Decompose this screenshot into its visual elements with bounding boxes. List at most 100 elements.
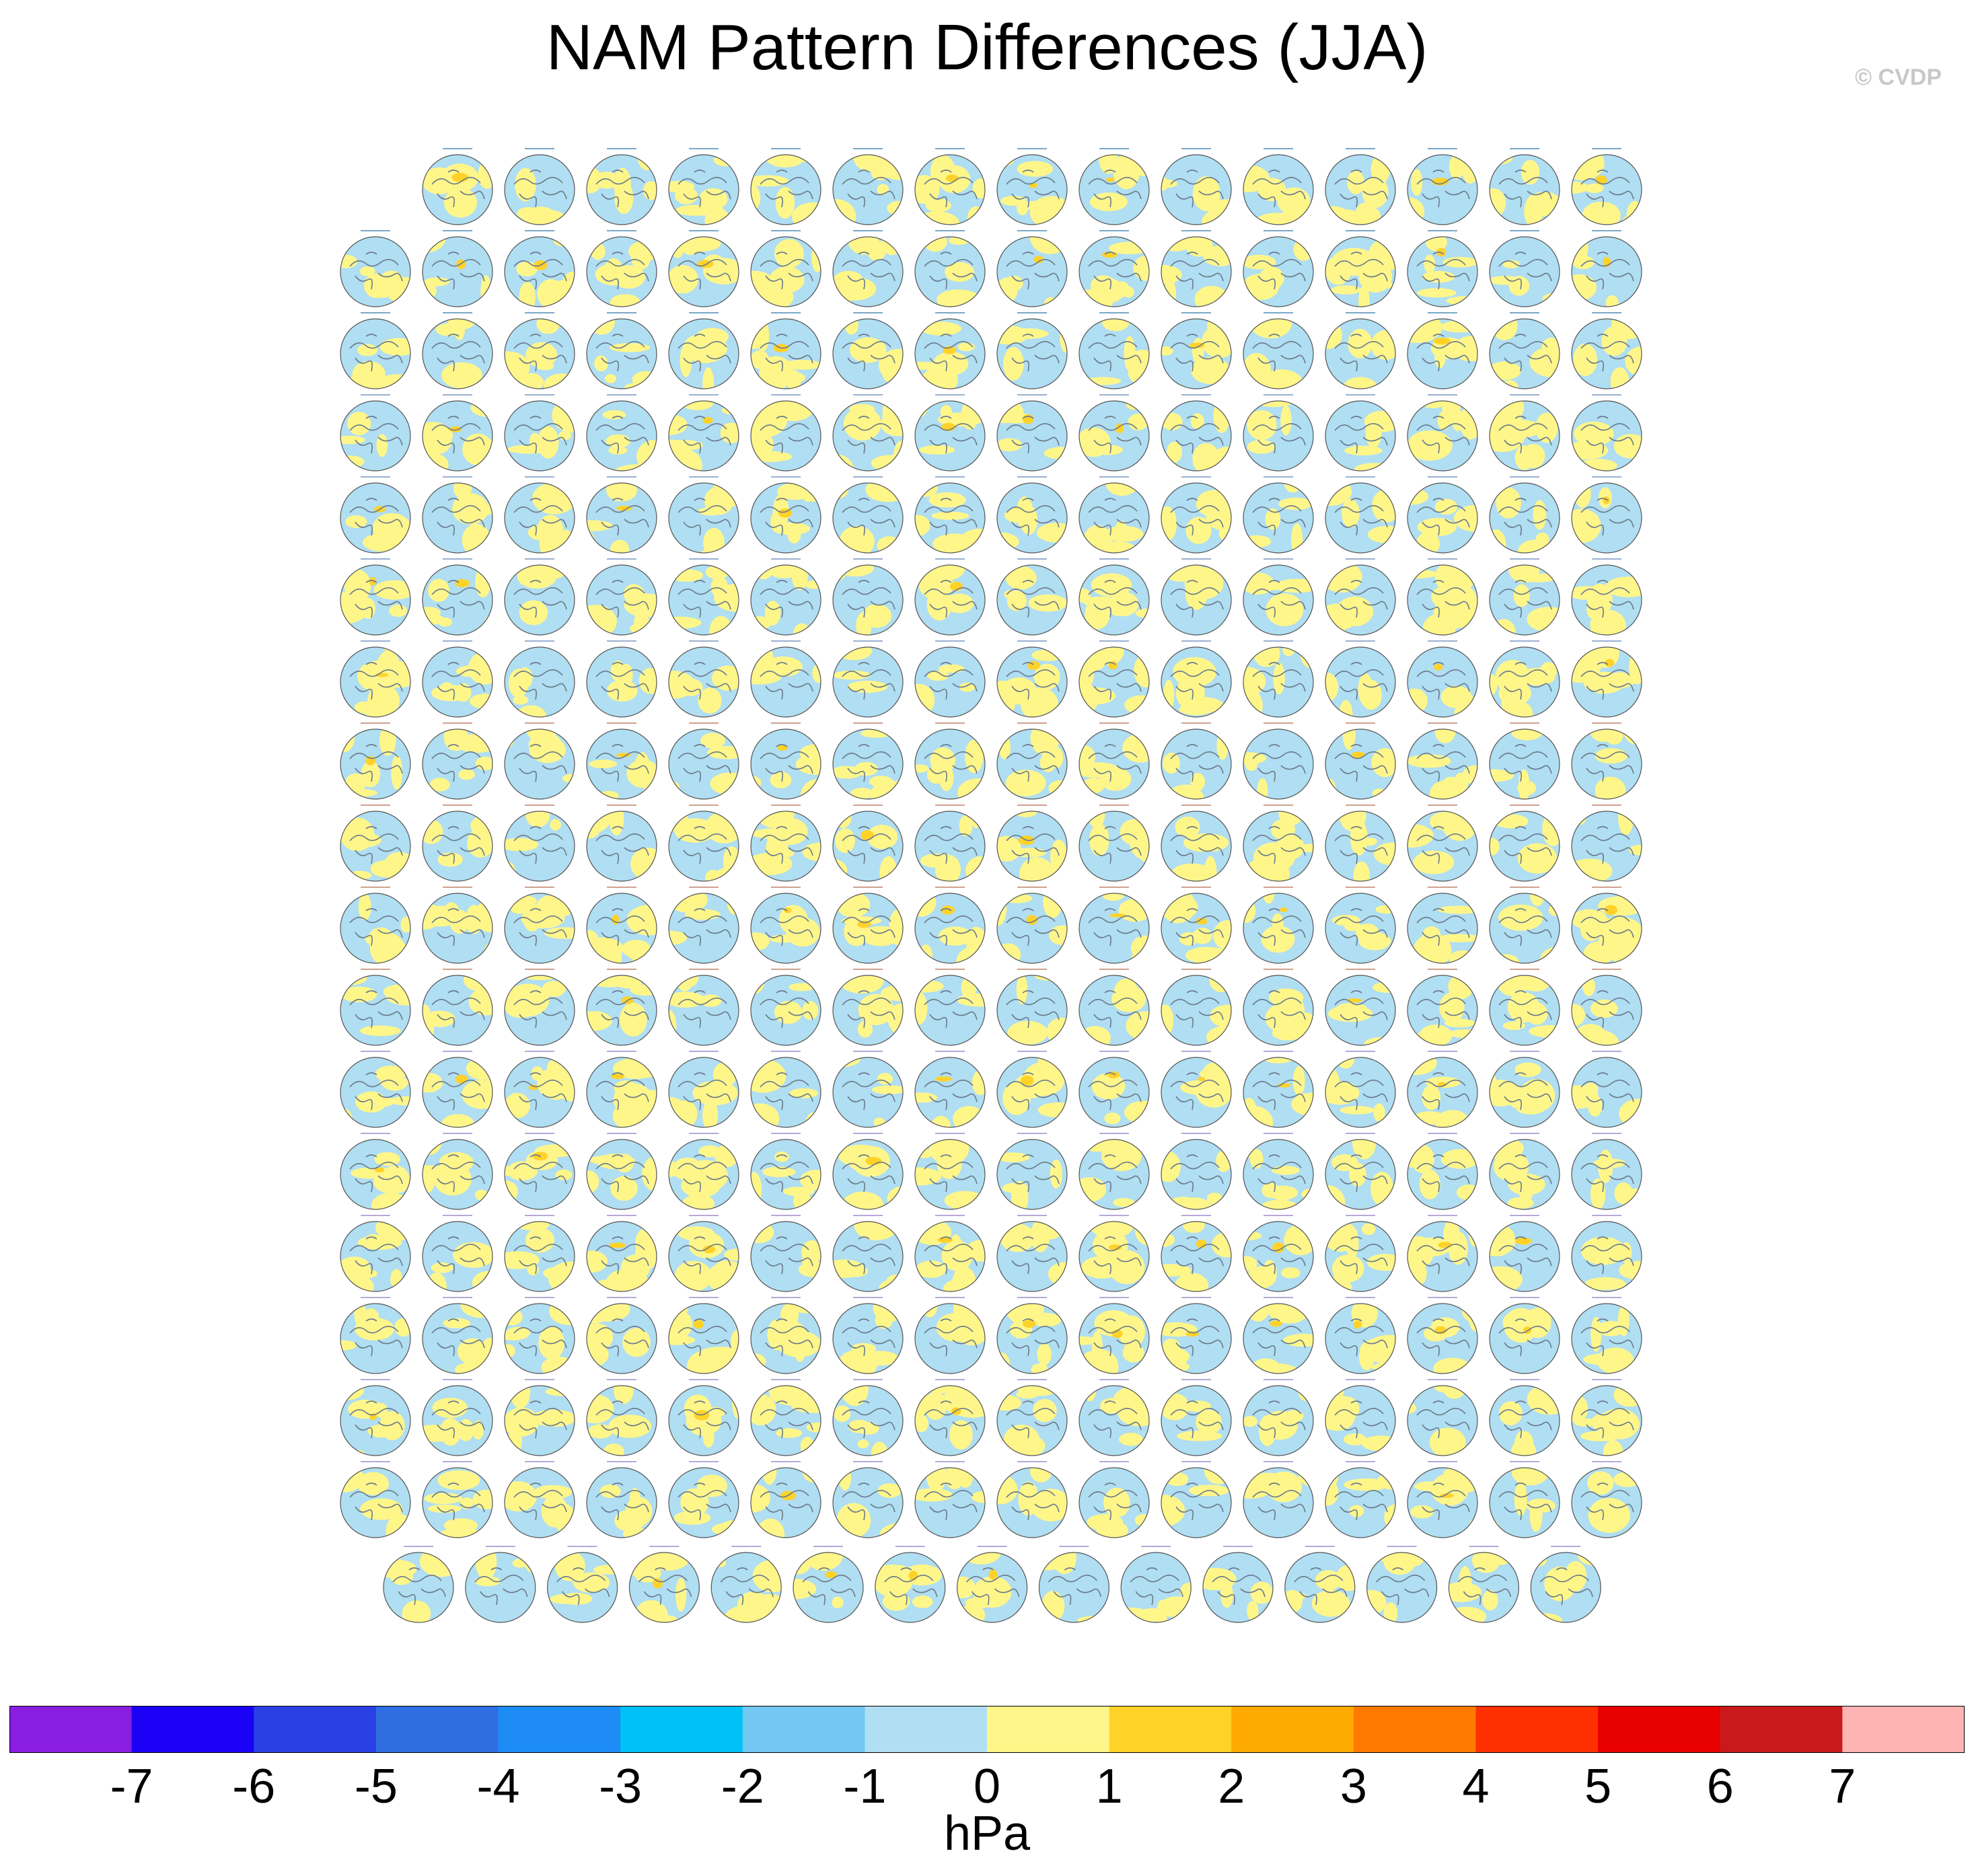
map-panel-border (1407, 1385, 1478, 1456)
map-coastline (638, 1567, 692, 1606)
map-anomaly-strong (1198, 1077, 1206, 1082)
map-anomaly-positive (1007, 591, 1027, 611)
map-anomaly-positive (1165, 895, 1198, 919)
map-panel (1161, 558, 1232, 636)
map-panel-border (668, 482, 739, 554)
map-anomaly-positive (1121, 1607, 1152, 1622)
map-anomaly-positive (1529, 1499, 1543, 1532)
map-panel-caption (525, 1297, 554, 1298)
map-anomaly-positive (623, 584, 645, 604)
map-panel (1489, 148, 1560, 225)
map-panel (914, 722, 986, 800)
map-panel (1161, 312, 1232, 389)
map-panel-caption (1264, 558, 1293, 560)
map-anomaly-positive (1598, 896, 1642, 916)
map-panel (1571, 1133, 1642, 1210)
map-coastline (760, 826, 813, 864)
map-panel-border (422, 1303, 493, 1374)
map-anomaly-positive (1191, 357, 1231, 384)
map-panel-caption (1346, 476, 1375, 478)
map-coastline (1416, 498, 1470, 536)
map-panel-border (1325, 1303, 1396, 1374)
map-anomaly-positive (1124, 1100, 1149, 1124)
map-panel-border (586, 154, 657, 225)
map-panel-border (422, 564, 493, 636)
map-panel (422, 148, 493, 225)
map-panel-border (1243, 1467, 1314, 1538)
map-panel (1243, 887, 1314, 964)
copyright-label: © CVDP (1855, 65, 1942, 90)
map-anomaly-strong (1605, 659, 1615, 667)
map-anomaly-positive (505, 1526, 518, 1538)
map-panel-border (340, 564, 411, 636)
map-anomaly-positive (423, 1139, 443, 1156)
map-panel-border (1489, 236, 1560, 307)
map-anomaly-positive (505, 320, 514, 330)
map-panel (1407, 1133, 1478, 1210)
map-coastline (760, 1318, 813, 1357)
map-anomaly-positive (1368, 525, 1395, 543)
map-anomaly-positive (1126, 1402, 1149, 1415)
map-anomaly-positive (1453, 504, 1477, 532)
map-panel-caption (1592, 1379, 1621, 1380)
map-anomaly-positive (713, 483, 739, 499)
map-panel-caption (607, 1133, 636, 1134)
map-coastline (1580, 1072, 1634, 1111)
map-panel-border (1325, 154, 1396, 225)
map-panel (1489, 1461, 1560, 1538)
map-anomaly-positive (523, 1552, 536, 1573)
map-anomaly-positive (340, 1256, 371, 1279)
map-panel-border (340, 1303, 411, 1374)
map-panel (914, 394, 986, 472)
map-panel-border (1243, 318, 1314, 389)
map-anomaly-positive (776, 1428, 803, 1438)
map-panel-border (1489, 318, 1560, 389)
map-panel-border (750, 1221, 821, 1292)
map-anomaly-positive (610, 294, 641, 307)
map-coastline (1006, 1236, 1060, 1275)
map-coastline (678, 1154, 731, 1193)
map-panel-caption (485, 1546, 515, 1547)
map-anomaly-positive (1039, 1561, 1062, 1571)
map-anomaly-positive (1243, 1139, 1257, 1158)
map-panel (586, 1461, 657, 1538)
map-panel-caption (1099, 722, 1129, 724)
map-anomaly-positive (1578, 1032, 1598, 1045)
map-panel-caption (1181, 640, 1211, 642)
map-anomaly-positive (836, 893, 871, 917)
map-anomaly-positive (1243, 1230, 1262, 1241)
map-panel (668, 476, 739, 554)
map-anomaly-positive (1113, 978, 1139, 1009)
map-panel-border (628, 1552, 700, 1623)
map-anomaly-positive (1434, 729, 1456, 744)
map-anomaly-positive (795, 753, 821, 776)
map-panel (1325, 1297, 1396, 1374)
map-anomaly-positive (1325, 778, 1336, 799)
map-panel-border (340, 400, 411, 472)
map-anomaly-positive (841, 1386, 869, 1406)
map-anomaly-positive (630, 245, 651, 270)
map-anomaly-positive (1079, 1026, 1111, 1045)
map-panel-caption (1264, 394, 1293, 396)
map-panel (875, 1546, 946, 1623)
map-panel-border (832, 1057, 904, 1128)
map-anomaly-positive (1490, 155, 1513, 165)
map-anomaly-positive (1440, 320, 1477, 333)
map-panel (710, 1546, 782, 1623)
map-anomaly-strong (1440, 1493, 1454, 1498)
map-anomaly-positive (1619, 1098, 1642, 1127)
map-anomaly-positive (669, 440, 704, 451)
map-coastline (349, 1483, 403, 1521)
map-anomaly-positive (770, 772, 792, 789)
map-panel-border (1571, 1467, 1642, 1538)
map-anomaly-positive (1016, 1390, 1039, 1399)
map-panel-caption (1099, 969, 1129, 970)
map-coastline (678, 744, 731, 782)
map-anomaly-positive (1426, 237, 1447, 252)
map-coastline (1580, 1236, 1634, 1275)
map-anomaly-positive (423, 1026, 432, 1038)
map-anomaly-positive (1584, 183, 1604, 194)
map-panel-caption (443, 148, 472, 149)
map-anomaly-positive (1366, 208, 1381, 225)
map-panel-caption (935, 887, 965, 888)
